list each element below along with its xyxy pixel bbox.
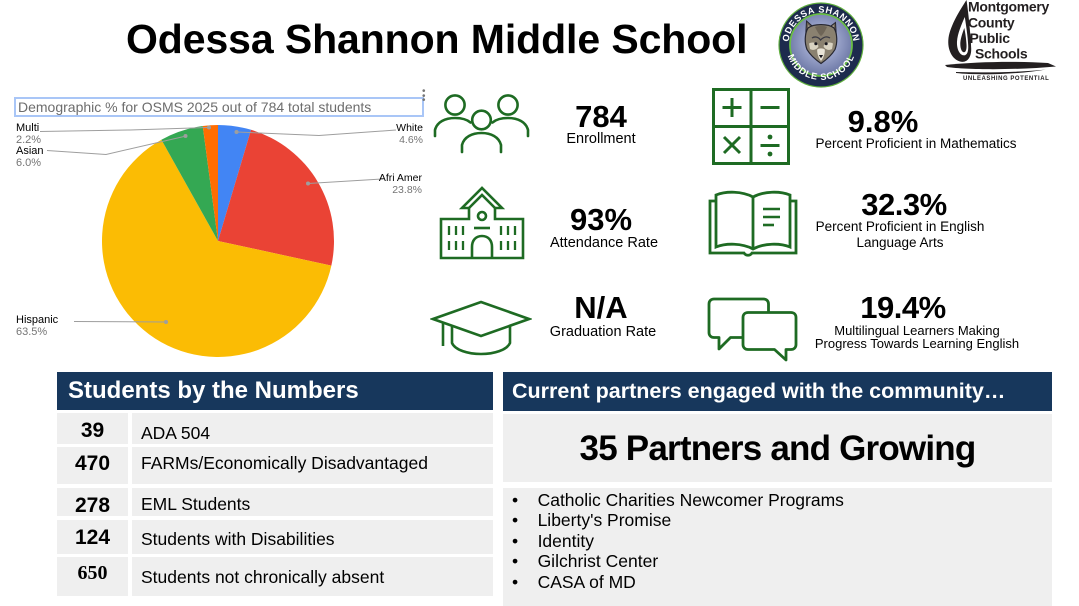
svg-text:County: County [968,15,1015,31]
svg-text:Schools: Schools [975,46,1028,62]
svg-text:Montgomery: Montgomery [968,0,1050,15]
svg-text:Public: Public [970,30,1011,46]
svg-text:UNLEASHING POTENTIAL: UNLEASHING POTENTIAL [963,76,1049,82]
